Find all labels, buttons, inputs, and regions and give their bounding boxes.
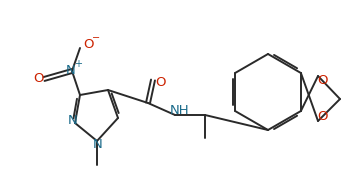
Text: O: O (318, 111, 328, 124)
Text: O: O (83, 38, 93, 51)
Text: O: O (318, 74, 328, 87)
Text: NH: NH (170, 104, 190, 117)
Text: −: − (92, 33, 100, 43)
Text: O: O (155, 76, 165, 89)
Text: O: O (34, 72, 44, 85)
Text: N: N (93, 137, 103, 150)
Text: N: N (68, 115, 78, 128)
Text: N: N (66, 64, 76, 76)
Text: +: + (74, 59, 82, 69)
